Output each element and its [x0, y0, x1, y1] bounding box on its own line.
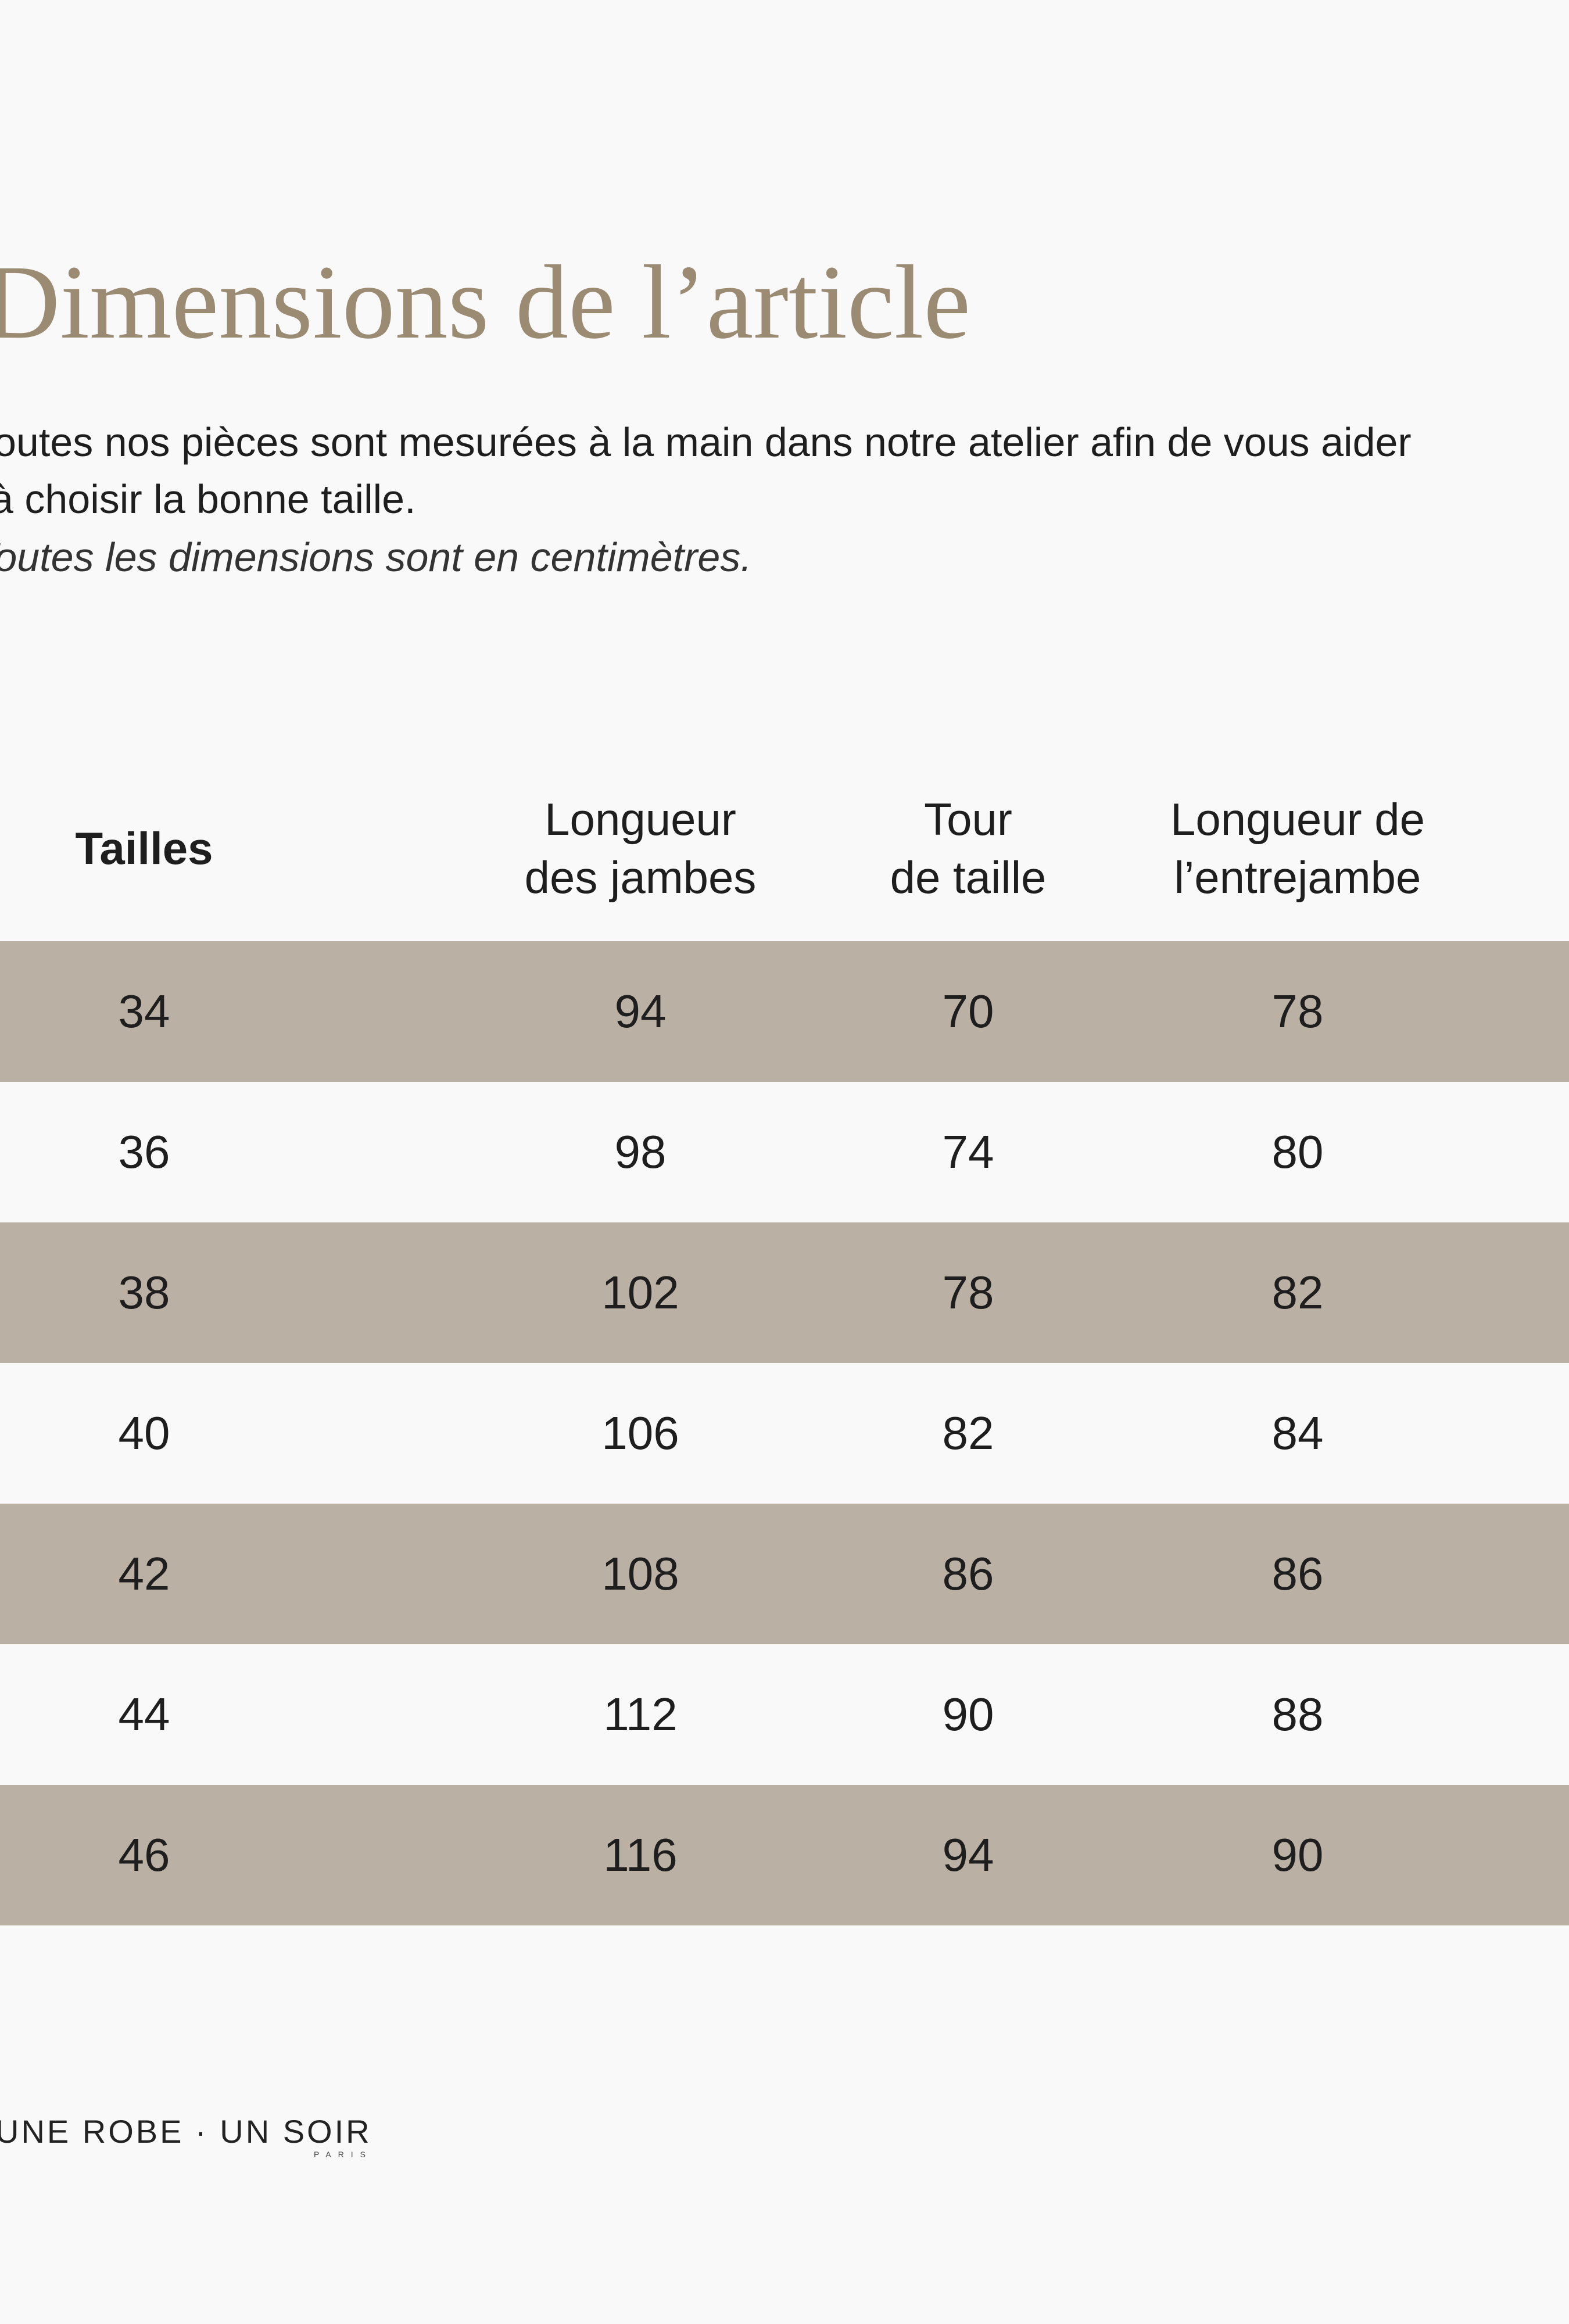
- table-row: 40 106 82 84: [0, 1363, 1569, 1504]
- table-cell: 86: [942, 1548, 994, 1599]
- table-cell: 112: [603, 1688, 678, 1740]
- table-row: 46 116 94 90: [0, 1785, 1569, 1925]
- column-header: Longueur: [545, 794, 736, 845]
- page-title: Dimensions de l’article: [0, 244, 971, 361]
- column-header: de taille: [890, 852, 1047, 903]
- column-header: Tailles: [75, 823, 213, 874]
- table-row: 36 98 74 80: [0, 1082, 1569, 1222]
- table-row: 34 94 70 78: [0, 941, 1569, 1082]
- column-header: l’entrejambe: [1174, 852, 1421, 903]
- table-cell: 44: [118, 1688, 170, 1740]
- table-cell: 38: [118, 1267, 170, 1318]
- table-cell: 82: [942, 1407, 994, 1459]
- table-cell: 78: [1271, 985, 1324, 1037]
- table-cell: 94: [942, 1829, 994, 1881]
- table-cell: 106: [601, 1407, 679, 1459]
- table-cell: 90: [942, 1688, 994, 1740]
- intro-line: à choisir la bonne taille.: [0, 476, 416, 522]
- table-cell: 90: [1271, 1829, 1324, 1881]
- table-cell: 78: [942, 1267, 994, 1318]
- table-cell: 94: [614, 985, 667, 1037]
- table-cell: 82: [1271, 1267, 1324, 1318]
- table-cell: 116: [603, 1829, 678, 1881]
- brand-city: PARIS: [314, 2150, 372, 2159]
- table-row: 42 108 86 86: [0, 1504, 1569, 1644]
- table-cell: 84: [1271, 1407, 1324, 1459]
- table-cell: 108: [601, 1548, 679, 1599]
- table-cell: 36: [118, 1126, 170, 1178]
- intro-line: Toutes nos pièces sont mesurées à la mai…: [0, 419, 1412, 465]
- table-cell: 86: [1271, 1548, 1324, 1599]
- table-cell: 88: [1271, 1688, 1324, 1740]
- brand-logo: UNE ROBE · UN SOIR: [0, 2113, 372, 2150]
- table-cell: 74: [942, 1126, 994, 1178]
- table-cell: 40: [118, 1407, 170, 1459]
- table-row: 38 102 78 82: [0, 1222, 1569, 1363]
- table-cell: 70: [942, 985, 994, 1037]
- table-cell: 102: [601, 1267, 679, 1318]
- column-header: Longueur de: [1170, 794, 1425, 845]
- table-cell: 98: [614, 1126, 667, 1178]
- column-header: Tour: [924, 794, 1012, 845]
- column-header: des jambes: [524, 852, 757, 903]
- table-row: 44 112 90 88: [0, 1644, 1569, 1785]
- table-cell: 42: [118, 1548, 170, 1599]
- table-cell: 46: [118, 1829, 170, 1881]
- table-cell: 80: [1271, 1126, 1324, 1178]
- table-cell: 34: [118, 985, 170, 1037]
- intro-note: Toutes les dimensions sont en centimètre…: [0, 535, 752, 580]
